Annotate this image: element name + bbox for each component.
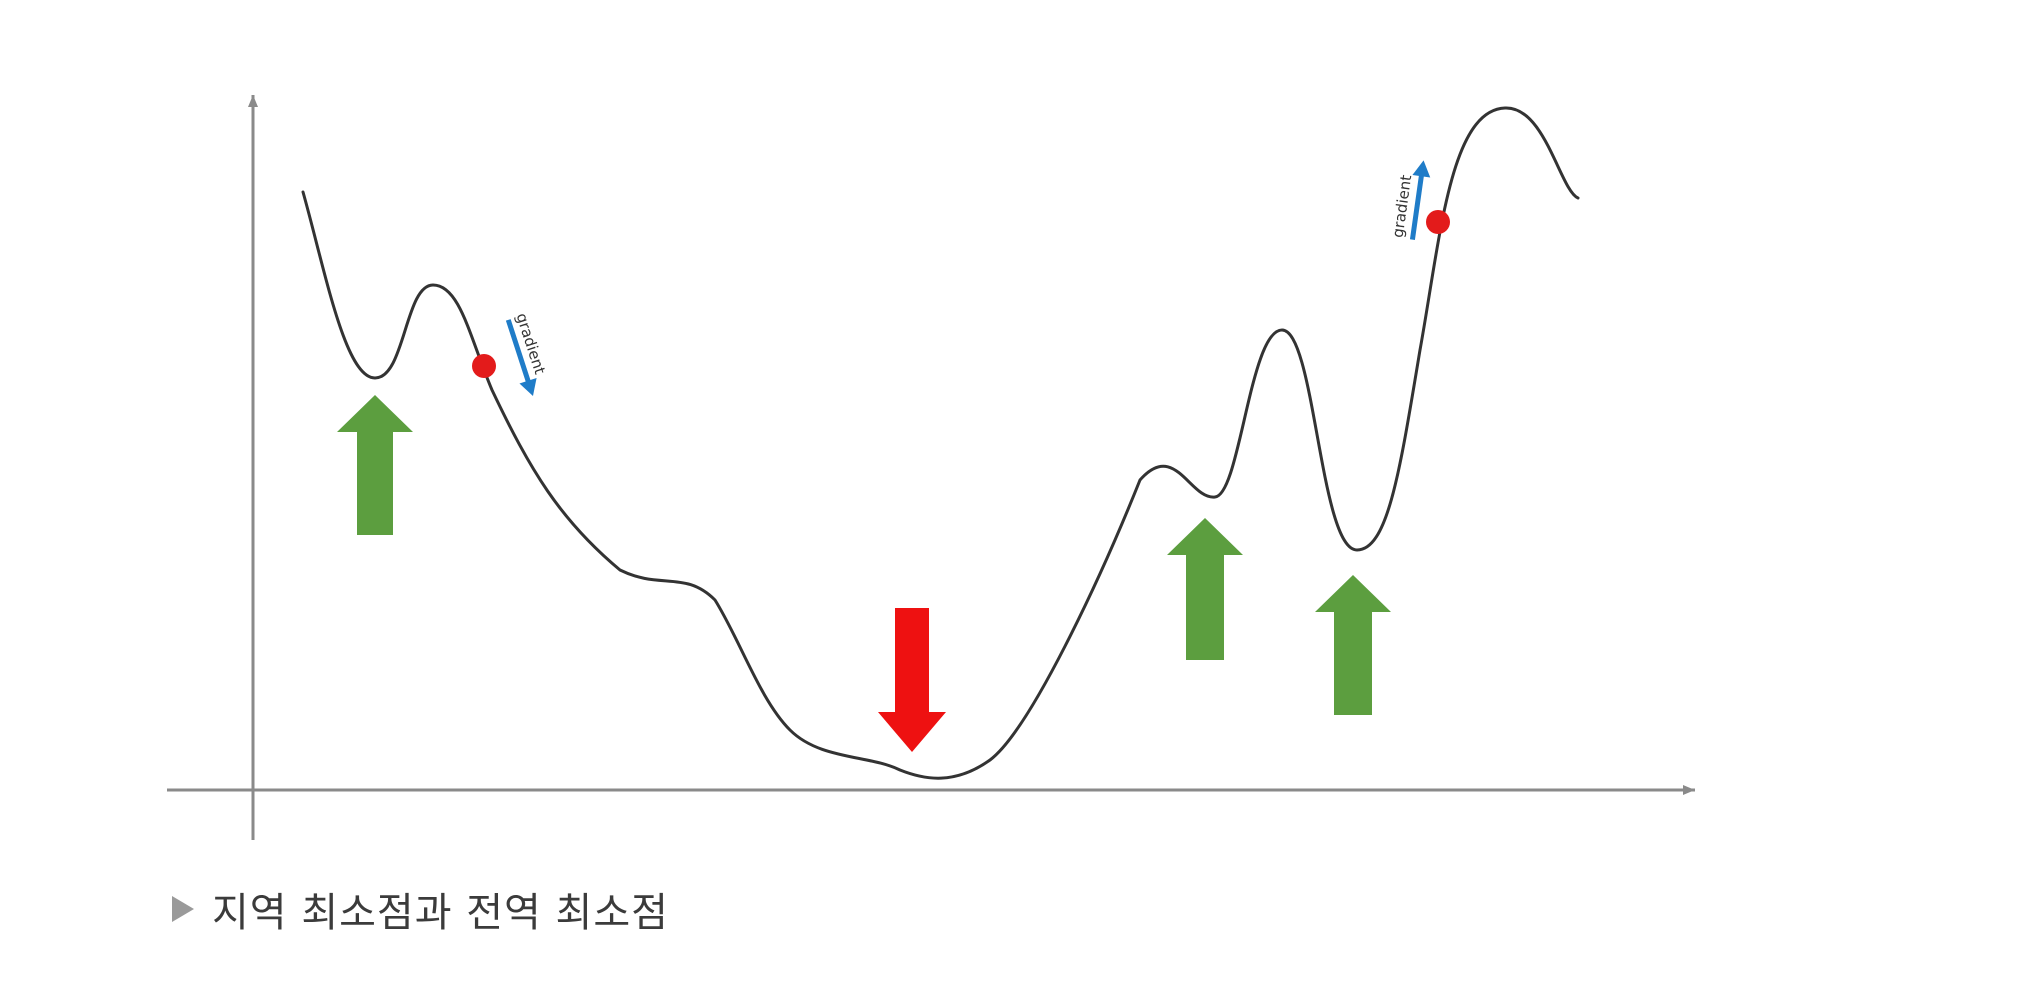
local-minimum-arrow-1 xyxy=(337,395,413,535)
gradient-arrowhead-left-icon xyxy=(519,377,537,396)
global-minimum-arrow xyxy=(878,608,946,752)
caption-text: 지역 최소점과 전역 최소점 xyxy=(212,890,669,936)
local-minimum-arrow-3 xyxy=(1315,575,1391,715)
gradient-arrowhead-right-icon xyxy=(1412,160,1431,178)
gradient-arrow-left-icon xyxy=(505,319,532,386)
loss-curve xyxy=(301,106,1580,780)
local-minimum-arrow-2 xyxy=(1167,518,1243,660)
figure-caption: 지역 최소점과 전역 최소점 xyxy=(172,880,669,938)
ball-left xyxy=(472,354,496,378)
ball-right xyxy=(1426,210,1450,234)
gradient-label-right: gradient xyxy=(1389,174,1416,239)
triangle-right-icon xyxy=(172,896,194,922)
loss-landscape-diagram: gradient gradient xyxy=(167,95,1695,840)
gradient-arrow-right-icon xyxy=(1409,171,1425,240)
